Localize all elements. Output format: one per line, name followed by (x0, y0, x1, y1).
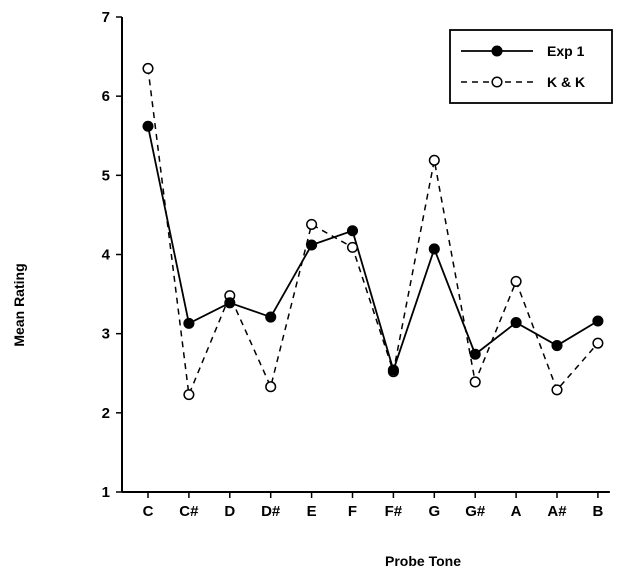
data-point-kk (428, 154, 440, 166)
x-axis-title: Probe Tone (385, 553, 461, 569)
data-point-kk (592, 337, 604, 349)
x-tick-label: A# (547, 503, 567, 520)
data-point-kk (265, 381, 277, 393)
y-tick-label: 5 (102, 167, 110, 184)
legend-label-kk: K & K (547, 74, 585, 90)
y-tick-label: 3 (102, 326, 110, 343)
x-tick-label: F (348, 503, 357, 520)
x-tick-label: A (511, 503, 522, 520)
y-tick-label: 2 (102, 405, 110, 422)
legend: Exp 1 K & K (449, 29, 613, 104)
legend-box (449, 29, 613, 104)
x-tick-label: B (592, 503, 603, 520)
x-tick-label: G (428, 503, 440, 520)
series-line-exp1 (147, 126, 599, 374)
x-tick-label: D (224, 503, 235, 520)
data-point-kk (346, 241, 359, 253)
data-point-exp1 (306, 239, 318, 251)
data-point-exp1 (592, 315, 604, 327)
data-point-exp1 (142, 120, 154, 132)
series-layer (142, 62, 604, 401)
data-point-exp1 (551, 339, 563, 352)
data-point-kk (183, 389, 195, 401)
data-point-kk (510, 275, 522, 287)
data-point-kk (551, 384, 563, 396)
plot-area: 1 2 3 4 5 6 7 C C# D D# E F F# G G# A A# B (102, 9, 610, 520)
y-tick-label: 7 (102, 9, 110, 26)
y-tick-label: 4 (102, 247, 111, 264)
y-axis-title: Mean Rating (11, 263, 27, 346)
data-point-exp1 (224, 297, 236, 309)
data-point-exp1 (469, 348, 481, 360)
legend-marker-kk (491, 76, 503, 88)
legend-marker-exp1 (491, 45, 503, 57)
x-tick-label: C# (179, 503, 199, 520)
x-tick-label: G# (465, 503, 486, 520)
x-tick-label: C (143, 503, 154, 520)
legend-label-exp1: Exp 1 (547, 43, 585, 59)
y-tick-label: 1 (102, 484, 110, 501)
data-point-exp1 (510, 317, 522, 329)
x-axis-ticks: C C# D D# E F F# G G# A A# B (143, 492, 603, 520)
data-point-kk (306, 218, 318, 230)
x-tick-label: D# (261, 503, 281, 520)
data-point-exp1 (346, 225, 359, 237)
y-tick-label: 6 (102, 88, 110, 105)
x-tick-label: E (307, 503, 317, 520)
data-point-kk (469, 376, 481, 388)
data-point-exp1 (387, 364, 399, 376)
data-point-exp1 (265, 311, 277, 323)
data-point-kk (142, 62, 154, 75)
data-point-exp1 (428, 243, 440, 255)
series-line-kk (147, 68, 599, 398)
y-axis-ticks: 1 2 3 4 5 6 7 (102, 9, 122, 501)
data-point-exp1 (183, 317, 195, 329)
x-tick-label: F# (385, 503, 403, 520)
